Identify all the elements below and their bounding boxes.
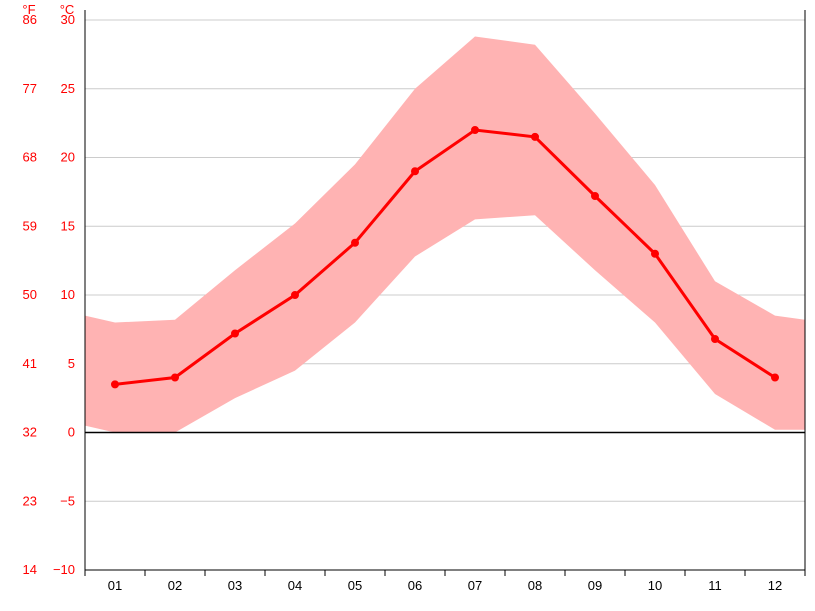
x-axis-label: 06 [408, 578, 422, 593]
mean-point [352, 239, 359, 246]
y-axis-c-label: 0 [68, 425, 75, 440]
y-axis-c-label: 5 [68, 356, 75, 371]
y-axis-c-label: 10 [61, 287, 75, 302]
y-axis-f-label: 59 [23, 218, 37, 233]
x-axis-label: 07 [468, 578, 482, 593]
x-axis-label: 02 [168, 578, 182, 593]
chart-svg: 010203040506070809101112−10−505101520253… [0, 0, 815, 611]
x-axis-label: 11 [708, 578, 722, 593]
mean-point [412, 168, 419, 175]
mean-point [172, 374, 179, 381]
mean-point [772, 374, 779, 381]
temperature-chart: 010203040506070809101112−10−505101520253… [0, 0, 815, 611]
y-axis-f-label: 77 [23, 81, 37, 96]
x-axis-label: 09 [588, 578, 602, 593]
x-axis-label: 03 [228, 578, 242, 593]
mean-point [112, 381, 119, 388]
y-axis-f-label: 14 [23, 562, 37, 577]
x-axis-label: 08 [528, 578, 542, 593]
y-axis-f-label: 23 [23, 493, 37, 508]
mean-point [532, 133, 539, 140]
x-axis-label: 10 [648, 578, 662, 593]
x-axis-label: 05 [348, 578, 362, 593]
temperature-range-band [85, 37, 805, 433]
mean-point [472, 127, 479, 134]
y-axis-c-label: −10 [53, 562, 75, 577]
mean-point [652, 250, 659, 257]
y-axis-f-label: 32 [23, 425, 37, 440]
x-axis-label: 04 [288, 578, 302, 593]
x-axis-label: 12 [768, 578, 782, 593]
y-axis-c-label: −5 [60, 493, 75, 508]
unit-f-label: °F [22, 2, 35, 17]
mean-point [592, 193, 599, 200]
unit-c-label: °C [60, 2, 75, 17]
y-axis-c-label: 15 [61, 218, 75, 233]
mean-point [232, 330, 239, 337]
mean-point [292, 292, 299, 299]
y-axis-f-label: 41 [23, 356, 37, 371]
mean-point [712, 336, 719, 343]
y-axis-f-label: 50 [23, 287, 37, 302]
y-axis-c-label: 25 [61, 81, 75, 96]
y-axis-f-label: 68 [23, 150, 37, 165]
y-axis-c-label: 20 [61, 150, 75, 165]
x-axis-label: 01 [108, 578, 122, 593]
